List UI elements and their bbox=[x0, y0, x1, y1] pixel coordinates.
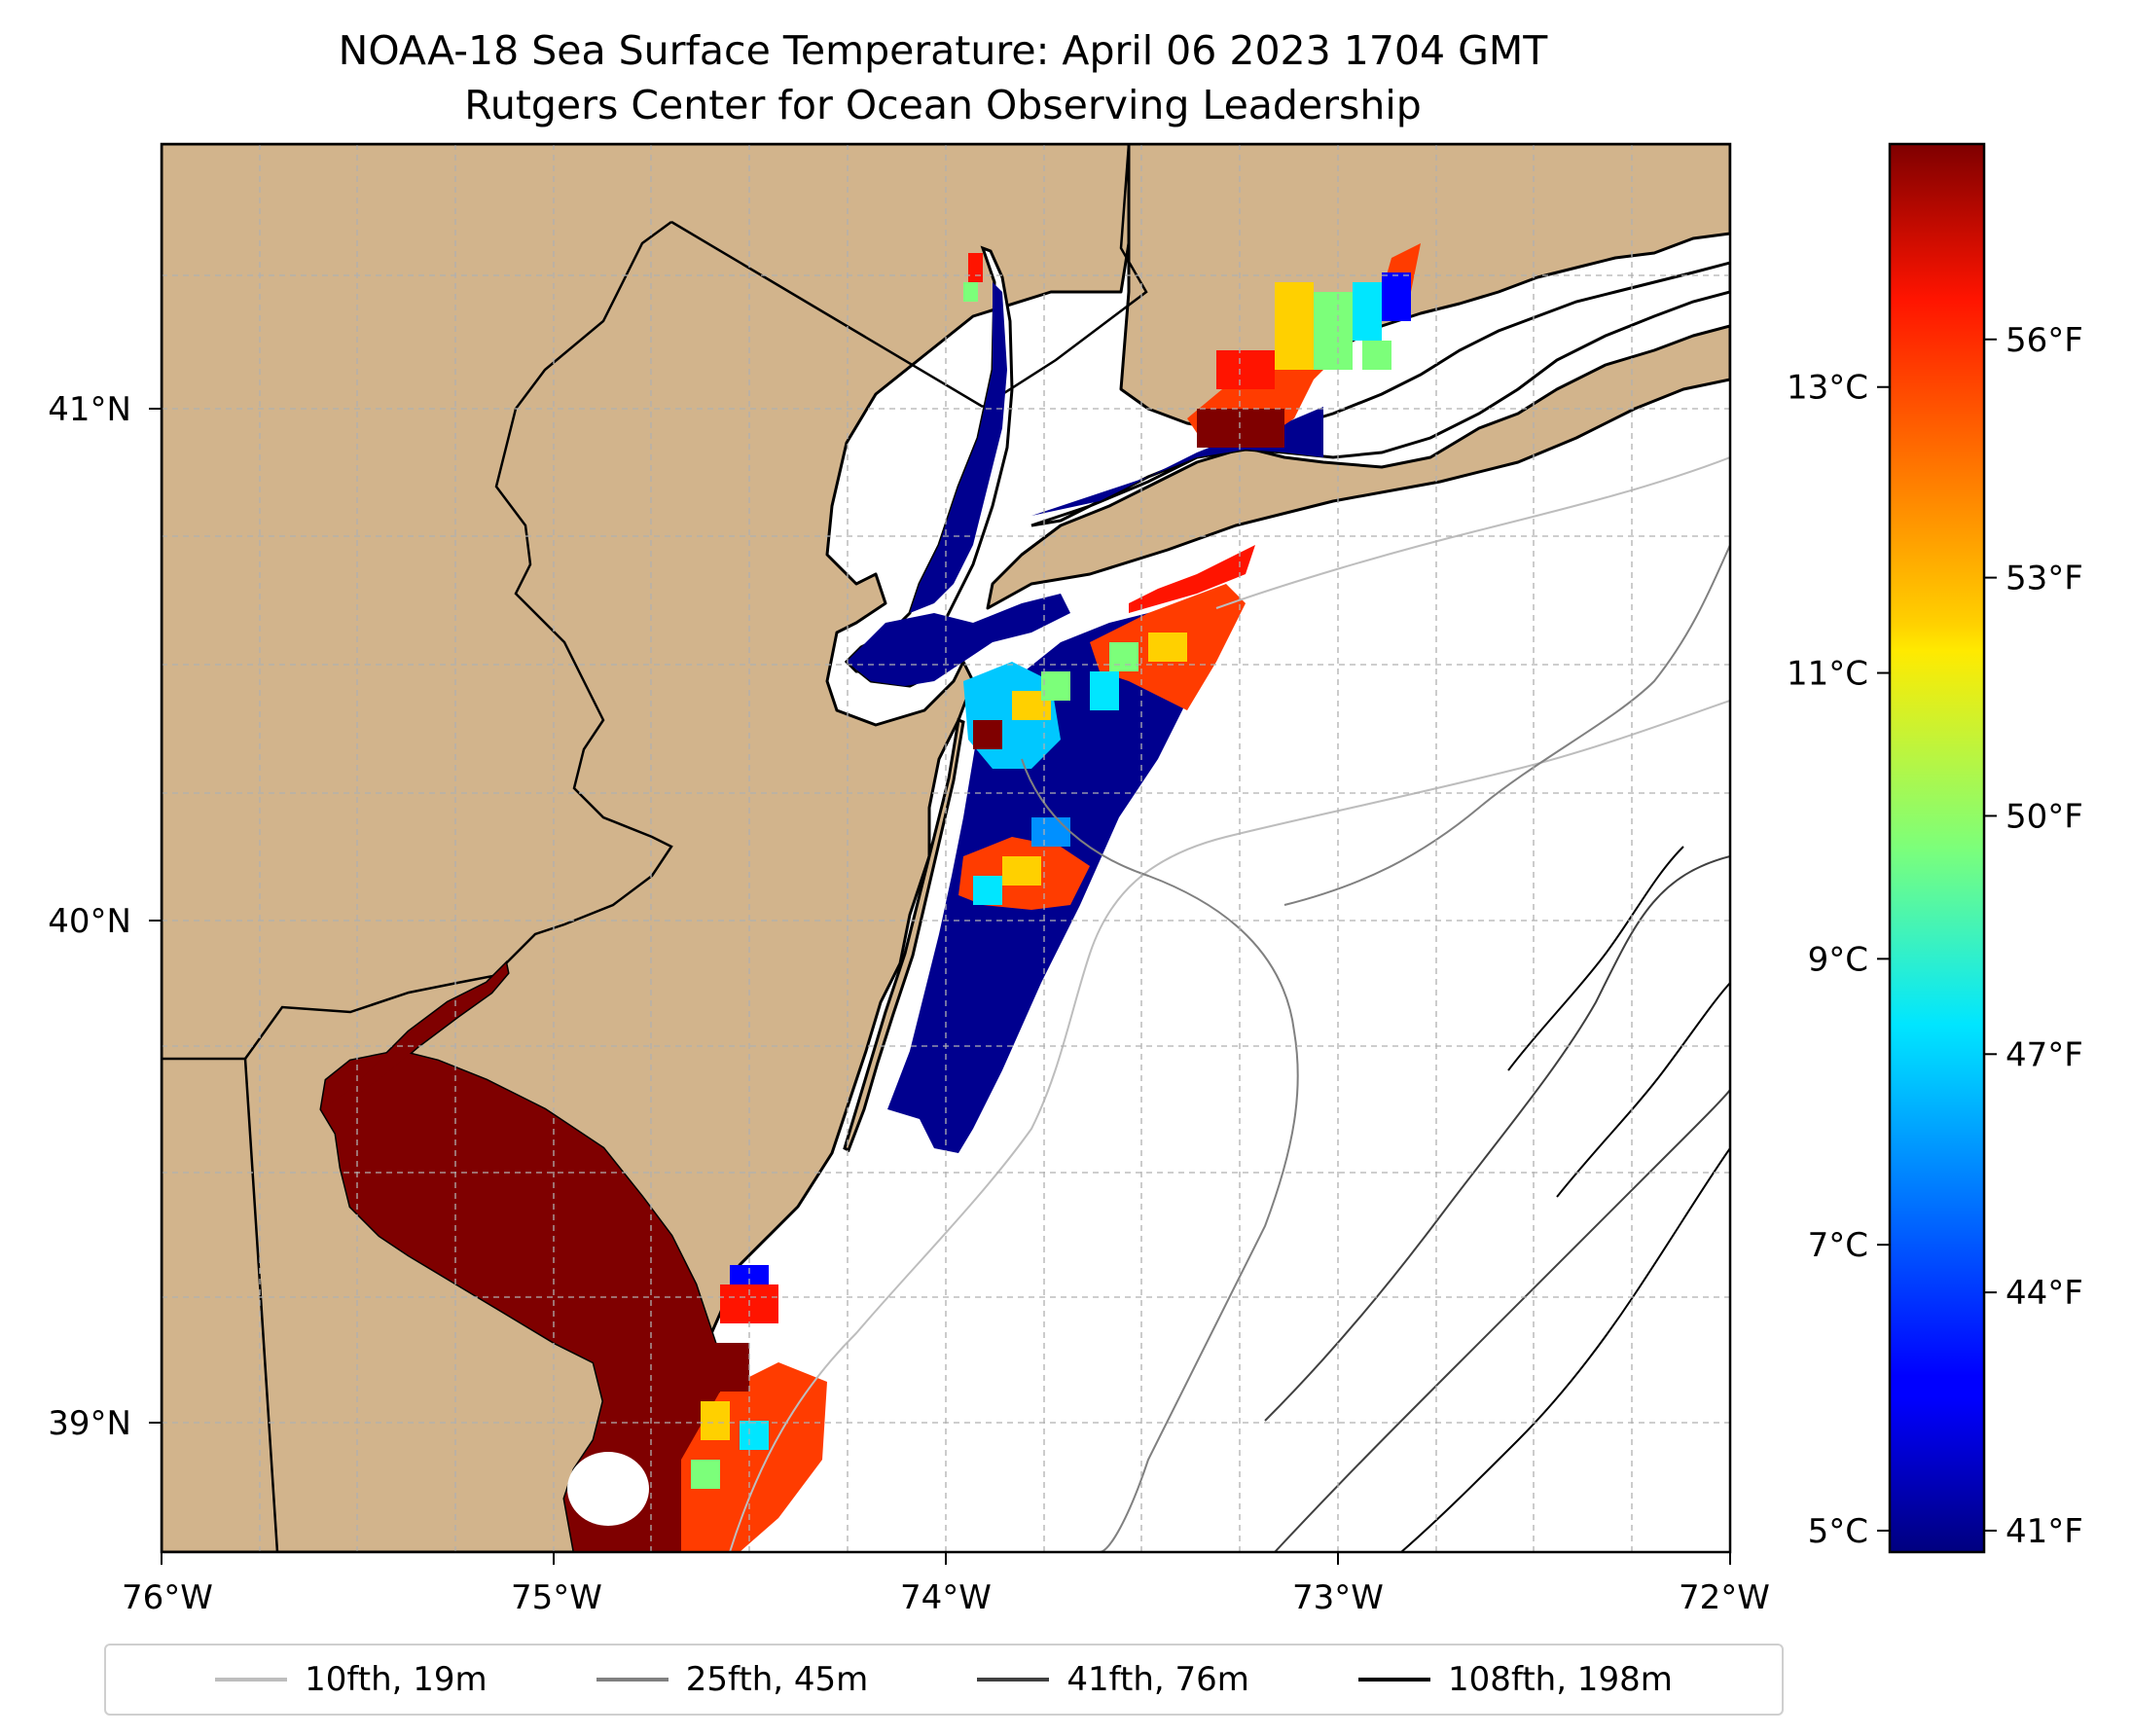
lon-label-76w: 76°W bbox=[122, 1578, 213, 1617]
lon-tick-labels: 76°W 75°W 74°W 73°W 72°W bbox=[122, 1578, 1770, 1617]
sst-li-south-shore bbox=[1129, 545, 1255, 613]
axis-ticks bbox=[149, 408, 1731, 1565]
sst-delaware-river bbox=[321, 963, 508, 1109]
map-title-line-2: Rutgers Center for Ocean Observing Leade… bbox=[464, 82, 1422, 128]
contour-10fth-b bbox=[1215, 456, 1730, 609]
contour-25fth-b bbox=[1283, 544, 1730, 906]
bathymetry-legend: 10fth, 19m 25fth, 45m 41fth, 76m 108fth,… bbox=[104, 1644, 1784, 1716]
colorbar-gradient bbox=[1888, 142, 1986, 1554]
contour-108fth-c bbox=[1507, 846, 1684, 1071]
lon-label-75w: 75°W bbox=[511, 1578, 602, 1617]
contour-10fth bbox=[729, 700, 1730, 1552]
legend-swatch-10fth bbox=[215, 1678, 288, 1682]
colorbar-fahrenheit-label: 50°F bbox=[2006, 797, 2083, 836]
colorbar-celsius-label: 7°C bbox=[1808, 1226, 1868, 1265]
legend-swatch-25fth bbox=[596, 1678, 669, 1682]
bathymetry bbox=[729, 456, 1730, 1552]
sst-hudson bbox=[910, 282, 1007, 613]
colorbar-celsius-label: 13°C bbox=[1787, 369, 1868, 408]
contour-25fth bbox=[1021, 758, 1299, 1552]
lon-label-73w: 73°W bbox=[1292, 1578, 1384, 1617]
contour-108fth-b bbox=[1556, 982, 1730, 1198]
lat-label-39n: 39°N bbox=[48, 1404, 131, 1443]
contour-108fth bbox=[1400, 1147, 1730, 1552]
colorbar-celsius-axis: 13°C 11°C 9°C 7°C 5°C bbox=[1787, 369, 1890, 1551]
legend-label-25fth: 25fth, 45m bbox=[685, 1660, 869, 1699]
colorbar: 13°C 11°C 9°C 7°C 5°C 56°F 53°F 50°F 47°F 44°F 41… bbox=[1787, 142, 2083, 1554]
legend-swatch-108fth bbox=[1358, 1678, 1431, 1682]
sst-ny-harbor bbox=[847, 594, 1070, 686]
sst-data bbox=[321, 243, 1421, 1552]
colorbar-fahrenheit-label: 56°F bbox=[2006, 321, 2083, 360]
legend-swatch-41fth bbox=[977, 1678, 1050, 1682]
legend-item-10fth: 10fth, 19m bbox=[215, 1660, 488, 1699]
colorbar-fahrenheit-label: 47°F bbox=[2006, 1035, 2083, 1074]
state-boundaries bbox=[162, 144, 1148, 1552]
sst-delaware-bay bbox=[321, 1051, 720, 1552]
legend-item-108fth: 108fth, 198m bbox=[1358, 1660, 1673, 1699]
legend-item-41fth: 41fth, 76m bbox=[977, 1660, 1249, 1699]
legend-label-108fth: 108fth, 198m bbox=[1448, 1660, 1673, 1699]
lon-label-72w: 72°W bbox=[1679, 1578, 1770, 1617]
lat-tick-labels: 41°N 40°N 39°N bbox=[48, 390, 131, 1443]
legend-label-41fth: 41fth, 76m bbox=[1066, 1660, 1249, 1699]
lat-label-40n: 40°N bbox=[48, 902, 131, 941]
colorbar-fahrenheit-axis: 56°F 53°F 50°F 47°F 44°F 41°F bbox=[1984, 321, 2083, 1551]
lat-label-41n: 41°N bbox=[48, 390, 131, 429]
contour-41fth bbox=[1264, 855, 1730, 1422]
colorbar-celsius-label: 11°C bbox=[1787, 655, 1868, 694]
colorbar-celsius-label: 9°C bbox=[1808, 940, 1868, 979]
map-title-line-1: NOAA-18 Sea Surface Temperature: April 0… bbox=[338, 27, 1548, 74]
barrier-island bbox=[843, 717, 965, 1153]
colorbar-fahrenheit-label: 44°F bbox=[2006, 1274, 2083, 1313]
lon-label-74w: 74°W bbox=[900, 1578, 992, 1617]
colorbar-fahrenheit-label: 53°F bbox=[2006, 560, 2083, 598]
colorbar-fahrenheit-label: 41°F bbox=[2006, 1512, 2083, 1551]
legend-item-25fth: 25fth, 45m bbox=[596, 1660, 869, 1699]
long-island bbox=[986, 324, 1730, 610]
contour-41fth-b bbox=[1274, 1089, 1730, 1552]
map-panel bbox=[162, 144, 1730, 1552]
gridlines bbox=[162, 144, 1730, 1552]
legend-label-10fth: 10fth, 19m bbox=[305, 1660, 488, 1699]
colorbar-celsius-label: 5°C bbox=[1808, 1512, 1868, 1551]
